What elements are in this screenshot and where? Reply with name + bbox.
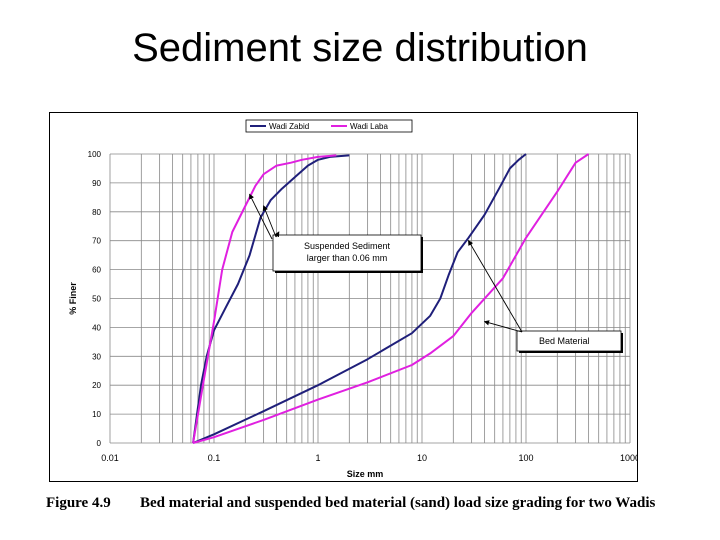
annotation-text: larger than 0.06 mm [307, 253, 388, 263]
annotation-arrow [468, 239, 523, 333]
y-axis-label: % Finer [68, 282, 78, 315]
annotation-arrow [274, 231, 280, 238]
annotation-box [272, 234, 422, 272]
x-tick-label: 0.01 [101, 453, 119, 463]
y-tick-label: 60 [92, 266, 101, 275]
annotation-arrow [249, 193, 273, 240]
y-tick-label: 70 [92, 237, 101, 246]
slide-title: Sediment size distribution [132, 26, 588, 70]
x-tick-label: 100 [518, 453, 533, 463]
annotation-text: Suspended Sediment [304, 241, 391, 251]
legend: Wadi Zabid Wadi Laba [245, 119, 413, 133]
caption-text: Bed material and suspended bed material … [140, 495, 656, 511]
y-tick-label: 40 [92, 323, 101, 332]
x-tick-label: 1 [315, 453, 320, 463]
y-tick-label: 50 [92, 295, 101, 304]
y-tick-label: 100 [88, 150, 102, 159]
y-tick-label: 30 [92, 352, 101, 361]
annotation-arrow [262, 205, 277, 238]
legend-box [245, 119, 413, 133]
x-axis-label: Size mm [347, 469, 384, 479]
grid [109, 153, 631, 444]
caption-label: Figure 4.9 [46, 495, 111, 511]
legend-label: Wadi Zabid [269, 122, 309, 131]
y-tick-label: 0 [97, 439, 102, 448]
series-line-wadi-laba [192, 154, 337, 444]
y-tick-label: 10 [92, 410, 101, 419]
x-tick-label: 10 [417, 453, 427, 463]
series-line-wadi-laba [192, 153, 590, 444]
annotation-arrow [483, 320, 523, 333]
x-tick-label: 0.1 [208, 453, 221, 463]
legend-label: Wadi Laba [350, 122, 389, 131]
annotation-text: Bed Material [539, 336, 590, 346]
annotation-box [516, 330, 622, 352]
y-tick-label: 80 [92, 208, 101, 217]
series-line-wadi-zabid [192, 153, 527, 444]
y-tick-label: 90 [92, 179, 101, 188]
y-tick-label: 20 [92, 381, 101, 390]
